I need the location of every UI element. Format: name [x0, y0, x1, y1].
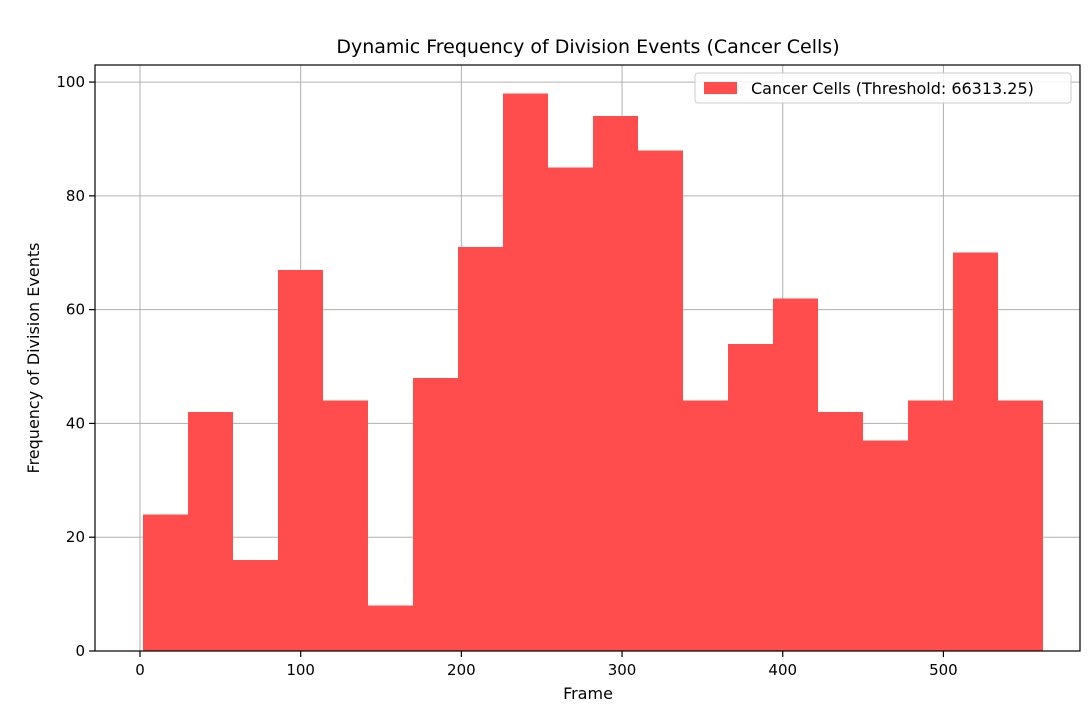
x-tick-label: 100 [286, 661, 315, 679]
histogram-bar [278, 269, 324, 651]
legend-box [694, 72, 1072, 104]
y-tick-label: 80 [66, 187, 85, 205]
histogram-bar [998, 400, 1044, 651]
histogram-bar [908, 400, 954, 651]
y-tick-label: 0 [75, 642, 85, 660]
legend-swatch [704, 82, 737, 94]
histogram-bar [593, 116, 639, 652]
histogram-bar [143, 514, 189, 651]
histogram-bar [188, 412, 234, 651]
x-tick-label: 500 [929, 661, 958, 679]
plot-frame [94, 64, 1081, 652]
y-axis-ticks: 0 20 40 60 80 100 [56, 73, 95, 660]
legend: Cancer Cells (Threshold: 66313.25) [694, 72, 1072, 104]
histogram-bar [683, 400, 729, 651]
histogram-bar [323, 400, 369, 651]
x-tick-label: 0 [135, 661, 145, 679]
histogram-bar [773, 298, 819, 651]
histogram-bar [638, 150, 684, 651]
chart-title: Dynamic Frequency of Division Events (Ca… [336, 36, 839, 58]
x-tick-label: 400 [768, 661, 797, 679]
x-tick-label: 300 [608, 661, 637, 679]
y-tick-label: 20 [66, 528, 85, 546]
y-tick-label: 60 [66, 301, 85, 319]
histogram-bar [458, 247, 504, 651]
x-axis-label: Frame [563, 684, 613, 703]
histogram-bar [368, 605, 414, 651]
histogram-bar [548, 167, 594, 651]
y-axis-label: Frequency of Division Events [24, 243, 43, 474]
histogram-bars [143, 93, 1044, 652]
x-axis-ticks: 0 100 200 300 400 500 [135, 651, 958, 679]
histogram-bar [503, 93, 549, 652]
y-tick-label: 100 [56, 73, 85, 91]
histogram-bar [728, 343, 774, 651]
histogram-bar [233, 559, 279, 651]
histogram-bar [953, 252, 999, 652]
y-tick-label: 40 [66, 414, 85, 432]
histogram-bar [413, 377, 459, 651]
legend-label: Cancer Cells (Threshold: 66313.25) [751, 79, 1034, 98]
histogram-bar [863, 440, 909, 651]
histogram-bar [818, 412, 864, 651]
x-tick-label: 200 [447, 661, 476, 679]
